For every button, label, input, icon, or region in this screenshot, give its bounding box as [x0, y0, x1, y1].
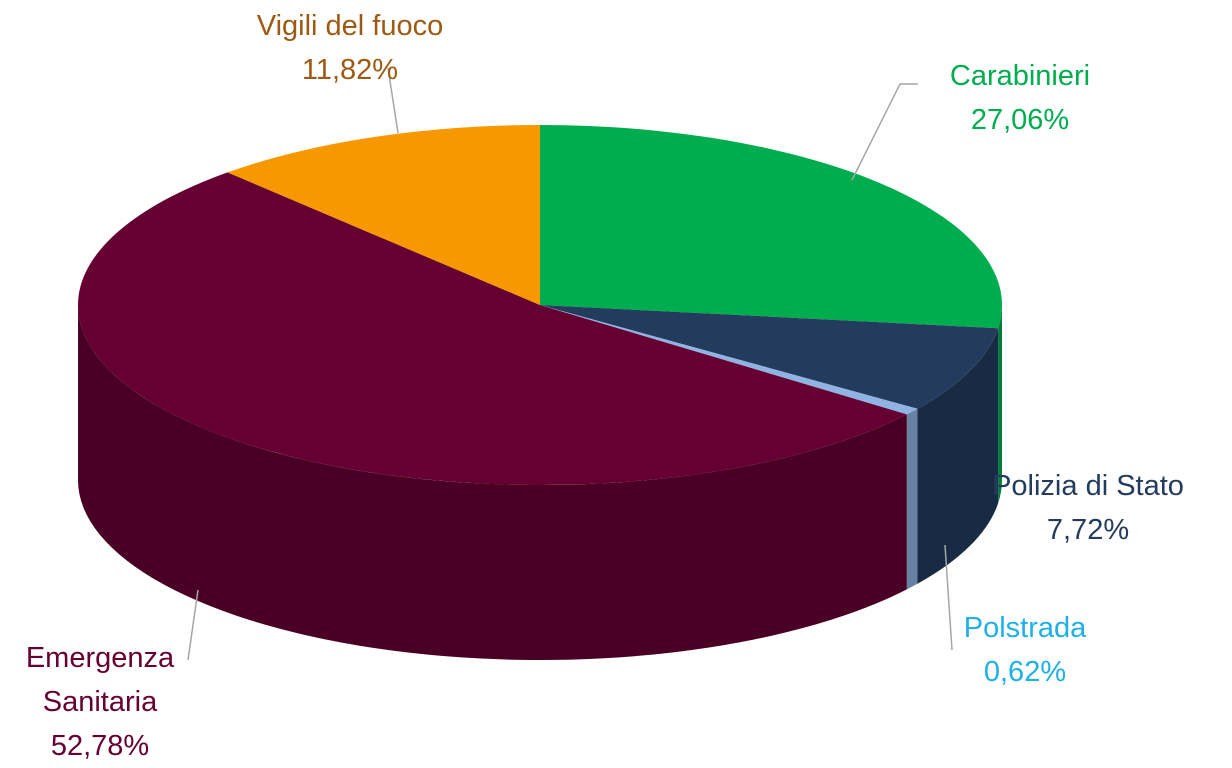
slice-side: [906, 408, 918, 590]
slice-side: [917, 328, 999, 584]
slice-top: [540, 305, 999, 409]
value-label: 27,06%: [970, 104, 1070, 136]
leader-line: [851, 83, 918, 181]
slice-side: [998, 305, 1002, 504]
category-label: Vigili del fuoco: [256, 10, 444, 42]
data-label: Carabinieri 27,06%: [936, 54, 1104, 142]
data-label: Vigili del fuoco 11,82%: [220, 4, 480, 92]
value-label: 52,78%: [50, 730, 150, 762]
value-label: 7,72%: [1046, 514, 1130, 546]
slice-top: [77, 172, 907, 485]
value-label: 0,62%: [983, 656, 1067, 688]
data-label: Emergenza Sanitaria 52,78%: [10, 636, 190, 768]
leader-line: [387, 67, 399, 134]
slice-side: [77, 305, 907, 660]
category-label: Emergenza Sanitaria: [25, 642, 175, 718]
slice-top: [227, 124, 541, 305]
slice-top: [540, 125, 1002, 329]
leader-line: [944, 544, 953, 651]
category-label: Polstrada: [963, 612, 1087, 644]
category-label: Polizia di Stato: [992, 470, 1184, 502]
slice-top: [540, 305, 918, 415]
data-label: Polstrada 0,62%: [925, 606, 1125, 694]
category-label: Carabinieri: [949, 60, 1091, 92]
value-label: 11,82%: [301, 54, 399, 86]
leader-line: [187, 589, 199, 661]
data-label: Polizia di Stato 7,72%: [968, 464, 1208, 552]
